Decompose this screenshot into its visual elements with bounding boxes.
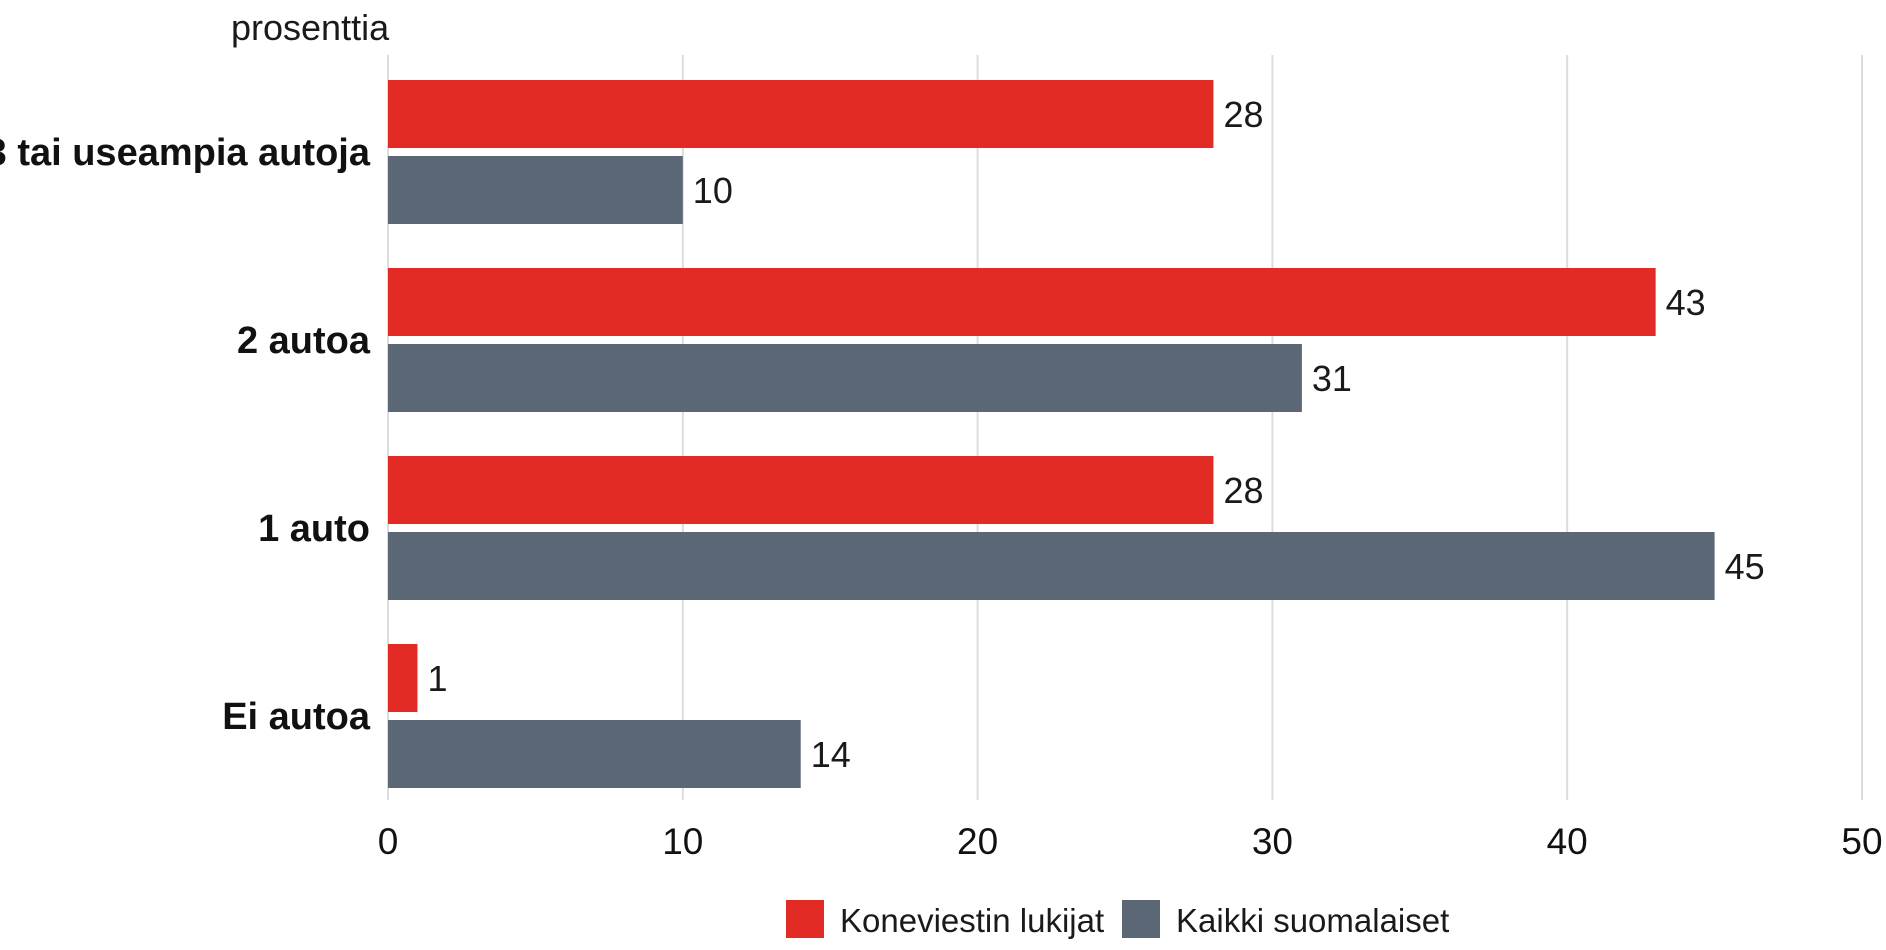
bar [388,156,683,224]
x-tick-label: 0 [378,821,399,862]
bar [388,720,801,788]
bars: 28 10 43 31 28 45 1 14 [388,80,1765,788]
data-label: 28 [1223,470,1263,511]
category-labels: 3 tai useampia autoja 2 autoa 1 auto Ei aut… [0,132,371,738]
bar [388,456,1214,524]
data-label: 14 [811,734,851,775]
x-tick-label: 20 [957,821,998,862]
category-label: 3 tai useampia autoja [0,132,371,174]
legend-swatch [786,900,824,938]
data-label: 31 [1312,358,1352,399]
bar [388,268,1656,336]
bar [388,532,1715,600]
legend-label: Koneviestin lukijat [840,902,1104,939]
bar [388,80,1214,148]
category-label: 2 autoa [237,320,371,362]
x-tick-label: 50 [1841,821,1882,862]
unit-label: prosenttia [231,7,390,48]
data-label: 45 [1725,546,1765,587]
bar [388,344,1302,412]
category-label: Ei autoa [222,696,371,738]
data-label: 10 [693,170,733,211]
data-label: 28 [1223,94,1263,135]
data-label: 43 [1666,282,1706,323]
x-tick-label: 40 [1547,821,1588,862]
category-label: 1 auto [258,508,370,550]
legend-swatch [1122,900,1160,938]
x-tick-label: 30 [1252,821,1293,862]
legend-label: Kaikki suomalaiset [1176,902,1449,939]
bar [388,644,418,712]
legend: Koneviestin lukijat Kaikki suomalaiset [786,900,1449,939]
x-tick-label: 10 [662,821,703,862]
x-tick-labels: 0 10 20 30 40 50 [378,821,1883,862]
data-label: 1 [427,658,447,699]
